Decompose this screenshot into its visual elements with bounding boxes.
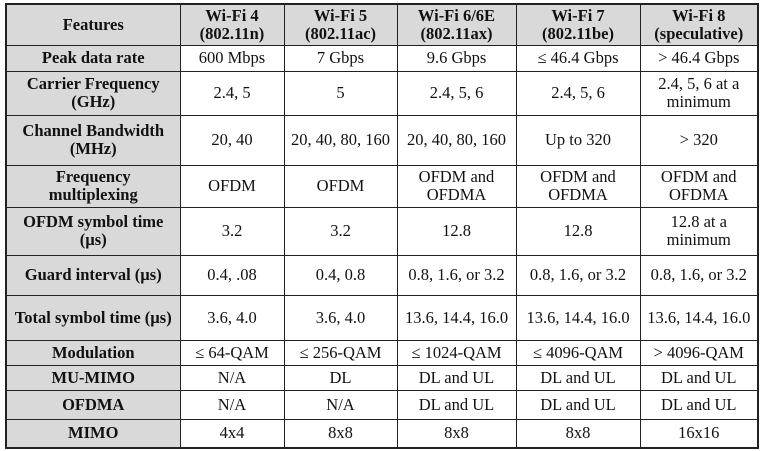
- table-row-ofdm-symbol-time: OFDM symbol time (µs) 3.2 3.2 12.8 12.8 …: [5, 206, 759, 256]
- table-cell: DL and UL: [639, 364, 759, 391]
- header-features: Features: [5, 3, 181, 46]
- table-cell: DL and UL: [639, 389, 759, 420]
- row-label: Channel Bandwidth (MHz): [5, 114, 181, 166]
- table-cell: 3.2: [283, 206, 398, 256]
- table-row-modulation: Modulation ≤ 64-QAM ≤ 256-QAM ≤ 1024-QAM…: [5, 339, 759, 366]
- row-label: Frequency multiplexing: [5, 164, 181, 208]
- header-wifi-8: Wi-Fi 8 (speculative): [639, 3, 759, 46]
- table-cell: N/A: [179, 364, 285, 391]
- table-cell: 3.2: [179, 206, 285, 256]
- table-cell: ≤ 64-QAM: [179, 339, 285, 366]
- table-cell: 12.8: [515, 206, 641, 256]
- table-row-guard-interval: Guard interval (µs) 0.4, .08 0.4, 0.8 0.…: [5, 254, 759, 296]
- table-cell: 7 Gbps: [283, 44, 398, 72]
- table-cell: 0.4, 0.8: [283, 254, 398, 296]
- table-cell: > 4096-QAM: [639, 339, 759, 366]
- table-row-total-symbol-time: Total symbol time (µs) 3.6, 4.0 3.6, 4.0…: [5, 294, 759, 341]
- table-cell: 600 Mbps: [179, 44, 285, 72]
- table-cell: DL and UL: [515, 389, 641, 420]
- table-cell: DL and UL: [396, 389, 517, 420]
- table-cell: 13.6, 14.4, 16.0: [396, 294, 517, 341]
- table-row-mu-mimo: MU-MIMO N/A DL DL and UL DL and UL DL an…: [5, 364, 759, 391]
- table-cell: 2.4, 5, 6 at a minimum: [639, 70, 759, 116]
- table-cell: 8x8: [396, 418, 517, 449]
- row-label: Peak data rate: [5, 44, 181, 72]
- column-name: Wi-Fi 8: [672, 5, 726, 25]
- table-cell: 8x8: [283, 418, 398, 449]
- table-cell: > 46.4 Gbps: [639, 44, 759, 72]
- table-cell: ≤ 256-QAM: [283, 339, 398, 366]
- table-cell: OFDM and OFDMA: [639, 164, 759, 208]
- table-row-carrier-frequency: Carrier Frequency (GHz) 2.4, 5 5 2.4, 5,…: [5, 70, 759, 116]
- table-cell: 20, 40, 80, 160: [396, 114, 517, 166]
- table-cell: 2.4, 5: [179, 70, 285, 116]
- column-standard: (speculative): [654, 23, 744, 43]
- table-cell: OFDM: [179, 164, 285, 208]
- table-row-frequency-multiplexing: Frequency multiplexing OFDM OFDM OFDM an…: [5, 164, 759, 208]
- table-cell: N/A: [179, 389, 285, 420]
- table-cell: 20, 40, 80, 160: [283, 114, 398, 166]
- table-cell: 0.8, 1.6, or 3.2: [396, 254, 517, 296]
- row-label: Guard interval (µs): [5, 254, 181, 296]
- table-cell: DL: [283, 364, 398, 391]
- table-cell: 3.6, 4.0: [179, 294, 285, 341]
- table-cell: 3.6, 4.0: [283, 294, 398, 341]
- table-cell: 5: [283, 70, 398, 116]
- column-name: Wi-Fi 4: [205, 5, 259, 25]
- header-wifi-5: Wi-Fi 5 (802.11ac): [283, 3, 398, 46]
- table-cell: Up to 320: [515, 114, 641, 166]
- column-name: Wi-Fi 5: [313, 5, 368, 25]
- row-label: MU-MIMO: [5, 364, 181, 391]
- header-wifi-4: Wi-Fi 4 (802.11n): [179, 3, 285, 46]
- row-label: OFDMA: [5, 389, 181, 420]
- table-cell: ≤ 1024-QAM: [396, 339, 517, 366]
- column-name: Wi-Fi 7: [551, 5, 605, 25]
- table-row-channel-bandwidth: Channel Bandwidth (MHz) 20, 40 20, 40, 8…: [5, 114, 759, 166]
- header-features-label: Features: [62, 14, 124, 34]
- table-cell: 0.8, 1.6, or 3.2: [639, 254, 759, 296]
- table-cell: 8x8: [515, 418, 641, 449]
- table-cell: 12.8 at a minimum: [639, 206, 759, 256]
- table-cell: ≤ 46.4 Gbps: [515, 44, 641, 72]
- table-cell: N/A: [283, 389, 398, 420]
- header-wifi-6: Wi-Fi 6/6E (802.11ax): [396, 3, 517, 46]
- table-cell: OFDM: [283, 164, 398, 208]
- table-cell: 13.6, 14.4, 16.0: [639, 294, 759, 341]
- column-standard: (802.11ac): [304, 23, 377, 43]
- table-cell: 16x16: [639, 418, 759, 449]
- row-label: MIMO: [5, 418, 181, 449]
- row-label: Total symbol time (µs): [5, 294, 181, 341]
- table-cell: 0.8, 1.6, or 3.2: [515, 254, 641, 296]
- column-name: Wi-Fi 6/6E: [417, 5, 496, 25]
- table-cell: 13.6, 14.4, 16.0: [515, 294, 641, 341]
- table-cell: DL and UL: [396, 364, 517, 391]
- table-cell: > 320: [639, 114, 759, 166]
- table-cell: 0.4, .08: [179, 254, 285, 296]
- table-cell: 2.4, 5, 6: [515, 70, 641, 116]
- table-cell: ≤ 4096-QAM: [515, 339, 641, 366]
- table-cell: 4x4: [179, 418, 285, 449]
- column-standard: (802.11n): [199, 23, 265, 43]
- row-label: Carrier Frequency (GHz): [5, 70, 181, 116]
- header-row: Features Wi-Fi 4 (802.11n) Wi-Fi 5 (802.11…: [5, 3, 759, 46]
- row-label: Modulation: [5, 339, 181, 366]
- wifi-comparison-table: Features Wi-Fi 4 (802.11n) Wi-Fi 5 (802.11…: [5, 3, 759, 449]
- table-row-mimo: MIMO 4x4 8x8 8x8 8x8 16x16: [5, 418, 759, 449]
- table-cell: 20, 40: [179, 114, 285, 166]
- table-cell: OFDM and OFDMA: [396, 164, 517, 208]
- table-cell: 9.6 Gbps: [396, 44, 517, 72]
- table-row-ofdma: OFDMA N/A N/A DL and UL DL and UL DL and…: [5, 389, 759, 420]
- row-label: OFDM symbol time (µs): [5, 206, 181, 256]
- table-cell: DL and UL: [515, 364, 641, 391]
- column-standard: (802.11ax): [420, 23, 493, 43]
- table-cell: 12.8: [396, 206, 517, 256]
- column-standard: (802.11be): [542, 23, 614, 43]
- header-wifi-7: Wi-Fi 7 (802.11be): [515, 3, 641, 46]
- table-row-peak-data-rate: Peak data rate 600 Mbps 7 Gbps 9.6 Gbps …: [5, 44, 759, 72]
- table-cell: OFDM and OFDMA: [515, 164, 641, 208]
- table-cell: 2.4, 5, 6: [396, 70, 517, 116]
